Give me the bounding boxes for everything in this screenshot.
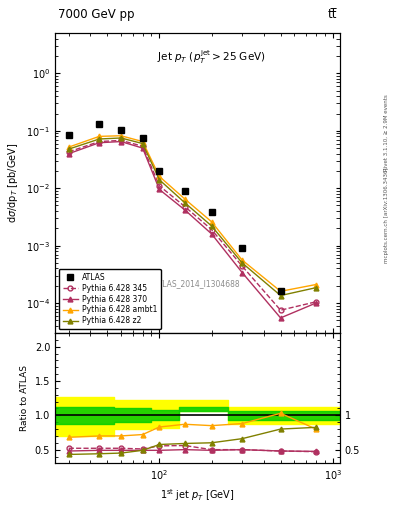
Y-axis label: d$\sigma$/dp$_T$ [pb/GeV]: d$\sigma$/dp$_T$ [pb/GeV] [6, 143, 20, 223]
Text: ATLAS_2014_I1304688: ATLAS_2014_I1304688 [154, 279, 241, 288]
Text: tt̅: tt̅ [328, 8, 337, 22]
Text: 7000 GeV pp: 7000 GeV pp [58, 8, 134, 22]
Text: mcplots.cern.ch [arXiv:1306.3436]: mcplots.cern.ch [arXiv:1306.3436] [384, 167, 389, 263]
Legend: ATLAS, Pythia 6.428 345, Pythia 6.428 370, Pythia 6.428 ambt1, Pythia 6.428 z2: ATLAS, Pythia 6.428 345, Pythia 6.428 37… [59, 269, 161, 329]
Text: Jet $p_T$ ($p_T^{\rm jet}>25$ GeV): Jet $p_T$ ($p_T^{\rm jet}>25$ GeV) [158, 48, 266, 66]
Text: Rivet 3.1.10, ≥ 2.9M events: Rivet 3.1.10, ≥ 2.9M events [384, 95, 389, 172]
Y-axis label: Ratio to ATLAS: Ratio to ATLAS [20, 365, 29, 431]
X-axis label: 1$^{\rm st}$ jet $p_T$ [GeV]: 1$^{\rm st}$ jet $p_T$ [GeV] [160, 487, 235, 503]
